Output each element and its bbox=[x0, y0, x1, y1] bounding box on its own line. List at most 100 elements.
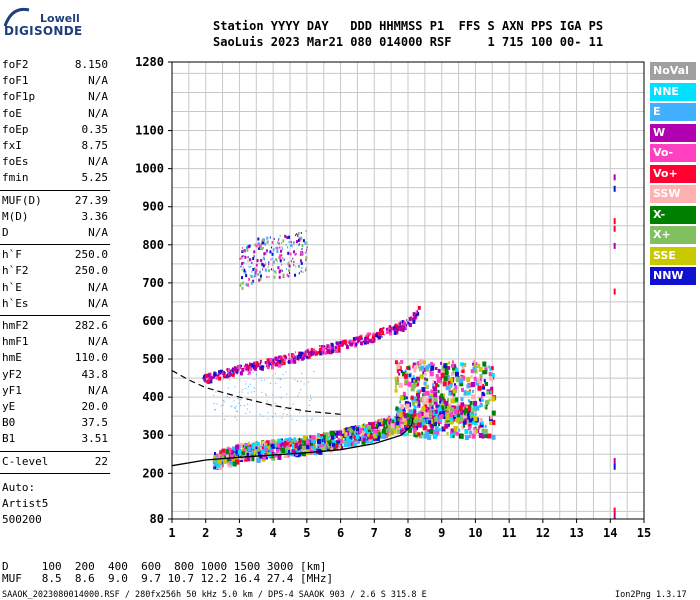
param-name: fxI bbox=[2, 139, 22, 152]
echo-point bbox=[383, 419, 388, 425]
param-name: foF2 bbox=[2, 58, 29, 71]
echo-point bbox=[374, 420, 376, 423]
echo-point bbox=[277, 359, 281, 364]
echo-point bbox=[404, 425, 409, 431]
echo-point bbox=[394, 360, 398, 365]
echo-point bbox=[322, 441, 327, 447]
echo-point bbox=[344, 428, 346, 431]
echo-point bbox=[384, 333, 386, 336]
echo-point bbox=[613, 242, 616, 249]
echo-point bbox=[294, 273, 297, 277]
echo-points bbox=[202, 174, 616, 520]
echo-point bbox=[388, 415, 390, 418]
echo-point bbox=[256, 264, 258, 267]
echo-point bbox=[430, 361, 434, 366]
echo-point bbox=[278, 275, 281, 279]
echo-point bbox=[298, 412, 300, 414]
echo-point bbox=[373, 433, 378, 439]
echo-point bbox=[311, 418, 313, 420]
echo-point bbox=[212, 458, 217, 464]
echo-point bbox=[253, 361, 256, 365]
echo-point bbox=[484, 424, 487, 428]
param-row-hme: hmE 110.0 bbox=[2, 351, 108, 367]
echo-point bbox=[404, 325, 407, 329]
echo-point bbox=[345, 432, 348, 436]
echo-point bbox=[217, 463, 221, 468]
echo-point bbox=[229, 454, 234, 460]
x-tick-label: 6 bbox=[337, 526, 344, 540]
echo-point bbox=[395, 380, 400, 386]
echo-point bbox=[281, 448, 286, 454]
echo-point bbox=[297, 234, 299, 237]
echo-point bbox=[411, 365, 414, 369]
echo-point bbox=[355, 342, 358, 346]
echo-point bbox=[440, 395, 443, 399]
echo-point bbox=[211, 376, 214, 380]
echo-point bbox=[244, 250, 246, 253]
echo-point bbox=[480, 377, 483, 381]
echo-point bbox=[613, 218, 616, 225]
echo-point bbox=[368, 424, 372, 429]
echo-point bbox=[313, 450, 318, 456]
echo-point bbox=[261, 441, 266, 447]
echo-point bbox=[271, 443, 276, 449]
echo-point bbox=[308, 355, 311, 359]
echo-point bbox=[245, 448, 247, 451]
echo-point bbox=[461, 365, 465, 370]
echo-point bbox=[430, 426, 434, 431]
echo-point bbox=[241, 276, 244, 280]
echo-point bbox=[319, 351, 323, 356]
echo-point bbox=[277, 377, 279, 379]
echo-point bbox=[389, 425, 392, 429]
echo-point bbox=[220, 405, 222, 407]
echo-point bbox=[400, 327, 404, 332]
echo-point bbox=[287, 353, 290, 357]
echo-point bbox=[462, 413, 467, 419]
echo-point bbox=[248, 277, 251, 281]
echo-point bbox=[444, 400, 449, 406]
echo-point bbox=[390, 423, 395, 429]
echo-point bbox=[267, 412, 269, 414]
echo-point bbox=[394, 323, 398, 328]
echo-point bbox=[297, 395, 299, 397]
echo-point bbox=[270, 258, 272, 261]
echo-point bbox=[414, 378, 418, 383]
echo-point bbox=[431, 410, 433, 413]
echo-point bbox=[417, 365, 420, 369]
echo-point bbox=[349, 435, 353, 440]
echo-point bbox=[225, 454, 229, 459]
echo-point bbox=[366, 340, 370, 345]
echo-point bbox=[274, 270, 277, 274]
echo-point bbox=[335, 430, 337, 433]
echo-point bbox=[366, 333, 369, 337]
echo-point bbox=[273, 237, 275, 240]
echo-point bbox=[396, 364, 401, 370]
echo-point bbox=[486, 390, 490, 395]
echo-point bbox=[398, 322, 401, 326]
echo-point bbox=[397, 329, 399, 332]
echo-point bbox=[242, 254, 244, 257]
legend-item-w: W bbox=[650, 123, 696, 142]
echo-point bbox=[398, 327, 401, 331]
param-value: 0.35 bbox=[81, 122, 109, 136]
echo-point bbox=[288, 357, 291, 361]
echo-point bbox=[320, 446, 325, 452]
echo-point bbox=[310, 347, 313, 351]
echo-point bbox=[403, 325, 405, 328]
echo-point bbox=[324, 432, 329, 438]
echo-point bbox=[322, 345, 324, 348]
echo-point bbox=[268, 261, 270, 264]
echo-point bbox=[266, 358, 270, 363]
echo-point bbox=[359, 439, 361, 442]
echo-point bbox=[462, 406, 465, 410]
echo-point bbox=[422, 371, 425, 375]
echo-point bbox=[242, 450, 246, 455]
echo-point bbox=[307, 351, 311, 356]
echo-point bbox=[394, 418, 396, 421]
y-tick-label: 1280 bbox=[135, 55, 164, 69]
echo-point bbox=[394, 376, 398, 381]
echo-point bbox=[400, 360, 404, 365]
echo-point bbox=[331, 442, 335, 447]
echo-point bbox=[429, 371, 434, 377]
echo-point bbox=[420, 365, 425, 371]
